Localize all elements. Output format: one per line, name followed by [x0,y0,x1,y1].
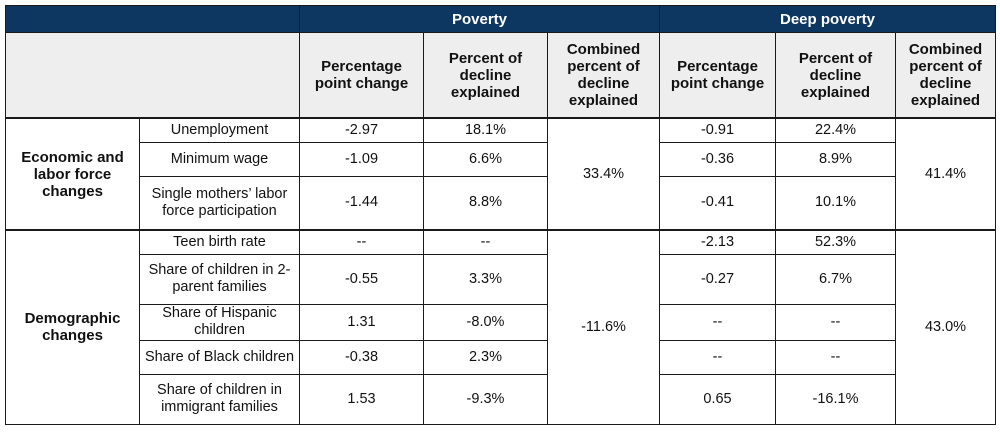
deep-pp-cell: -0.27 [659,253,776,305]
deep-combined-cell: 43.0% [894,229,997,425]
deep-pct-cell: 6.7% [775,253,896,305]
factor-label: Teen birth rate [139,229,300,255]
deep-pp-cell: -- [659,303,776,341]
deep-pp-cell: -0.36 [659,141,776,177]
deep-pp-cell: -- [659,339,776,375]
col-deep-pp: Percentage point change [659,32,776,119]
header-row-top: Poverty Deep poverty [5,5,997,33]
table-row: Minimum wage -1.09 6.6% -0.36 8.9% [6,141,996,177]
deep-pct-cell: 8.9% [775,141,896,177]
group-label-demographic: Demographic changes [5,229,140,425]
col-deep-pct: Percent of decline explained [775,32,896,119]
col-poverty-combined: Combined percent of decline explained [547,32,660,119]
deep-pct-cell: 22.4% [775,117,896,143]
poverty-pp-cell: 1.53 [299,373,424,425]
poverty-pp-cell: -1.44 [299,175,424,231]
poverty-pct-cell: 6.6% [423,141,548,177]
deep-pct-cell: 52.3% [775,229,896,255]
factor-label: Unemployment [139,117,300,143]
poverty-pp-cell: 1.31 [299,303,424,341]
poverty-combined-cell: -11.6% [547,229,660,425]
poverty-pct-cell: 3.3% [423,253,548,305]
poverty-pct-cell: 2.3% [423,339,548,375]
subheader-corner [5,32,300,119]
table-row: Share of children in immigrant families … [6,373,996,425]
factor-label: Share of Black children [139,339,300,375]
factor-label: Single mothers’ labor force participatio… [139,175,300,231]
group-label-economic: Economic and labor force changes [5,117,140,231]
col-poverty-pp: Percentage point change [299,32,424,119]
factor-label: Share of children in immigrant families [139,373,300,425]
deep-pp-cell: 0.65 [659,373,776,425]
col-deep-combined: Combined percent of decline explained [894,32,997,119]
poverty-pp-cell: -0.38 [299,339,424,375]
table-row: Single mothers’ labor force participatio… [6,175,996,231]
poverty-pct-cell: -9.3% [423,373,548,425]
poverty-decline-table: Poverty Deep poverty Percentage point ch… [5,5,997,425]
deep-combined-cell: 41.4% [894,117,997,231]
poverty-pct-cell: -- [423,229,548,255]
table-row: Demographic changes Teen birth rate -- -… [5,229,997,425]
factor-label: Share of Hispanic children [139,303,300,341]
poverty-pp-cell: -0.55 [299,253,424,305]
deep-pp-cell: -2.13 [659,229,776,255]
poverty-pct-cell: 18.1% [423,117,548,143]
deep-pct-cell: 10.1% [775,175,896,231]
deep-pct-cell: -- [775,303,896,341]
table-row: Share of children in 2-parent families -… [6,253,996,305]
deep-pp-cell: -0.91 [659,117,776,143]
col-poverty-pct: Percent of decline explained [423,32,548,119]
factor-label: Minimum wage [139,141,300,177]
factor-label: Share of children in 2-parent families [139,253,300,305]
table-row: Share of Black children -0.38 2.3% -- -- [6,339,996,375]
poverty-pct-cell: -8.0% [423,303,548,341]
table-row: Share of Hispanic children 1.31 -8.0% --… [6,303,996,341]
deep-pp-cell: -0.41 [659,175,776,231]
deep-poverty-header: Deep poverty [658,5,997,33]
deep-pct-cell: -- [775,339,896,375]
poverty-pct-cell: 8.8% [423,175,548,231]
poverty-pp-cell: -2.97 [299,117,424,143]
header-corner [5,5,300,33]
table-row: Economic and labor force changes Unemplo… [5,117,997,231]
poverty-pp-cell: -1.09 [299,141,424,177]
poverty-pp-cell: -- [299,229,424,255]
poverty-combined-cell: 33.4% [547,117,660,231]
poverty-header: Poverty [299,5,660,33]
header-row-sub: Percentage point change Percent of decli… [5,32,997,119]
deep-pct-cell: -16.1% [775,373,896,425]
